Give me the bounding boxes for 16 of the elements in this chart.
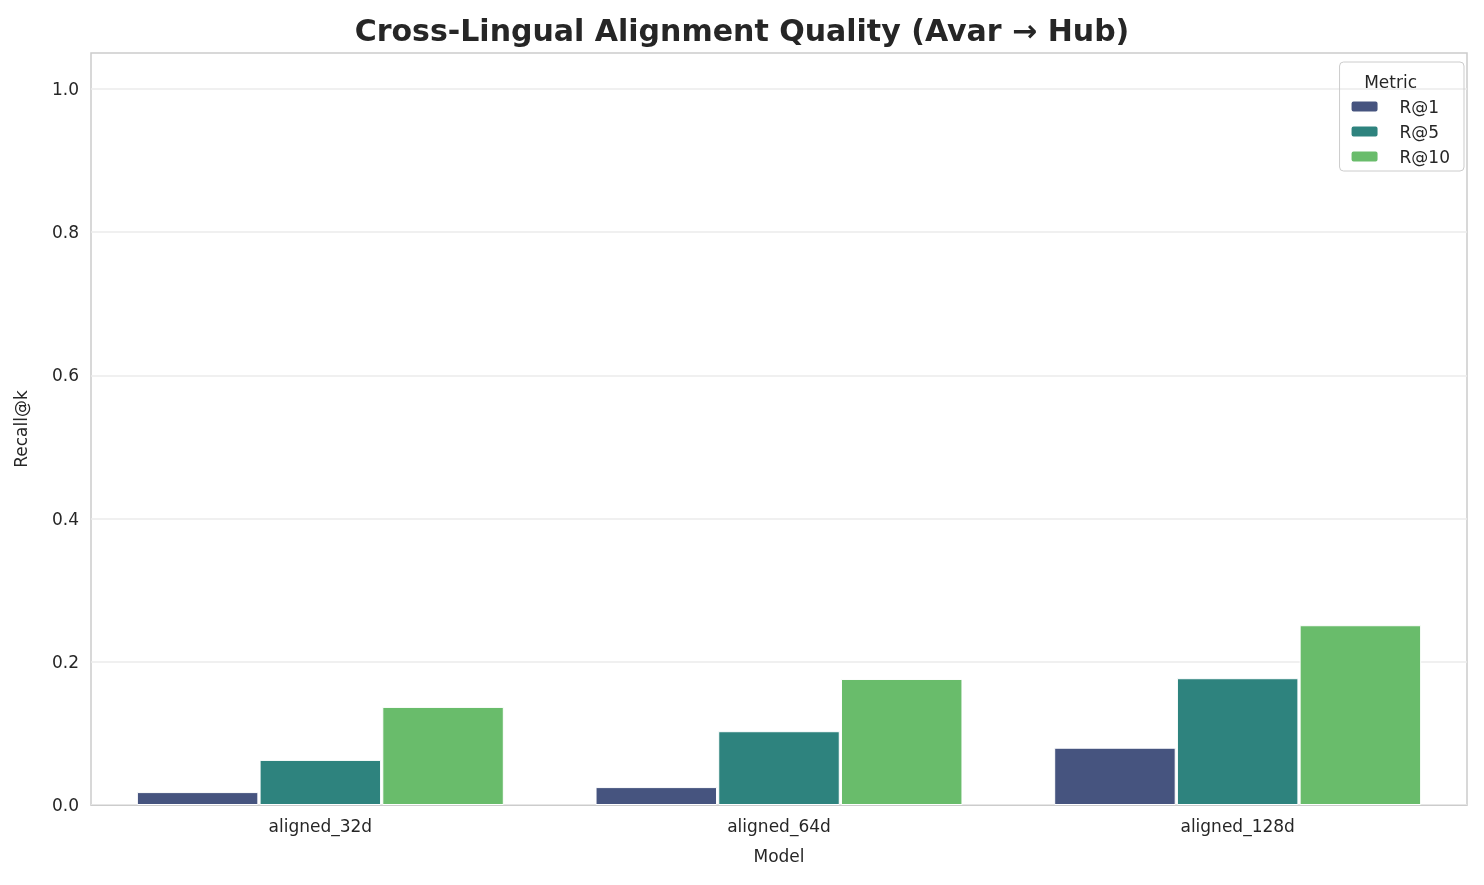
y-tick-label: 0.8 [51, 222, 79, 243]
legend-label: R@10 [1399, 146, 1451, 167]
y-tick-label: 0.4 [51, 508, 79, 529]
y-axis-title: Recall@k [10, 390, 31, 468]
y-tick-label: 1.0 [51, 78, 79, 99]
x-tick-label: aligned_32d [268, 815, 373, 837]
chart-title: Cross-Lingual Alignment Quality (Avar → Hub) [354, 12, 1130, 48]
y-tick-label: 0.0 [51, 795, 79, 815]
x-tick-label: aligned_128d [1180, 815, 1295, 837]
legend-title: Metric [1364, 71, 1418, 92]
y-tick-label: 0.2 [51, 651, 79, 672]
x-tick-label: aligned_64d [727, 815, 831, 837]
y-tick-label: 0.6 [51, 365, 79, 386]
legend-label: R@1 [1399, 96, 1440, 117]
legend-label: R@5 [1399, 121, 1440, 142]
x-axis-title: Model [753, 845, 805, 866]
